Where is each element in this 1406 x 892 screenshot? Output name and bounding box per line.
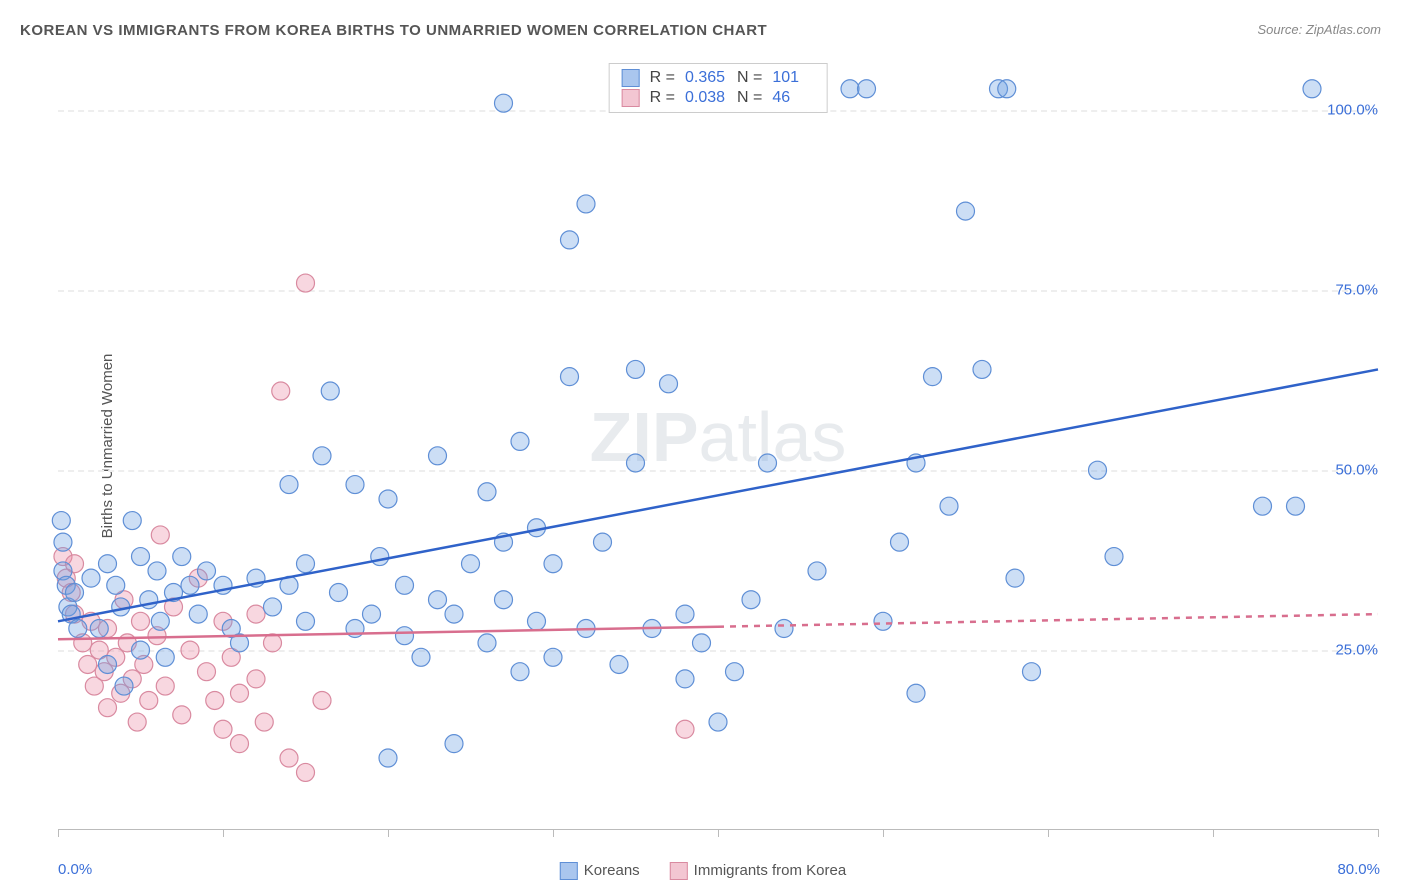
- swatch-immigrants: [622, 89, 640, 107]
- x-tick-label-min: 0.0%: [58, 861, 92, 878]
- legend-item-koreans: Koreans: [560, 862, 640, 880]
- swatch-koreans-icon: [560, 862, 578, 880]
- stats-r-label: R =: [650, 89, 675, 107]
- chart-title: KOREAN VS IMMIGRANTS FROM KOREA BIRTHS T…: [20, 22, 767, 39]
- source-label: Source: ZipAtlas.com: [1257, 22, 1381, 37]
- y-tick-label: 50.0%: [1335, 462, 1378, 479]
- scatter-plot: [58, 60, 1378, 829]
- stats-r-value-immigrants: 0.038: [685, 89, 727, 107]
- bottom-legend: Koreans Immigrants from Korea: [560, 862, 846, 880]
- stats-n-value-koreans: 101: [772, 69, 814, 87]
- legend-label-koreans: Koreans: [584, 862, 640, 879]
- legend-item-immigrants: Immigrants from Korea: [670, 862, 847, 880]
- swatch-immigrants-icon: [670, 862, 688, 880]
- stats-n-label: N =: [737, 69, 762, 87]
- swatch-koreans: [622, 69, 640, 87]
- plot-area: ZIPatlas R = 0.365 N = 101 R = 0.038 N =…: [58, 60, 1378, 830]
- stats-legend-box: R = 0.365 N = 101 R = 0.038 N = 46: [609, 63, 828, 113]
- stats-row-immigrants: R = 0.038 N = 46: [622, 88, 815, 108]
- stats-row-koreans: R = 0.365 N = 101: [622, 68, 815, 88]
- y-tick-label: 75.0%: [1335, 282, 1378, 299]
- stats-r-value-koreans: 0.365: [685, 69, 727, 87]
- stats-n-value-immigrants: 46: [772, 89, 814, 107]
- x-tick-label-max: 80.0%: [1337, 861, 1380, 878]
- y-tick-label: 25.0%: [1335, 642, 1378, 659]
- y-tick-label: 100.0%: [1327, 102, 1378, 119]
- stats-r-label: R =: [650, 69, 675, 87]
- legend-label-immigrants: Immigrants from Korea: [694, 862, 847, 879]
- stats-n-label: N =: [737, 89, 762, 107]
